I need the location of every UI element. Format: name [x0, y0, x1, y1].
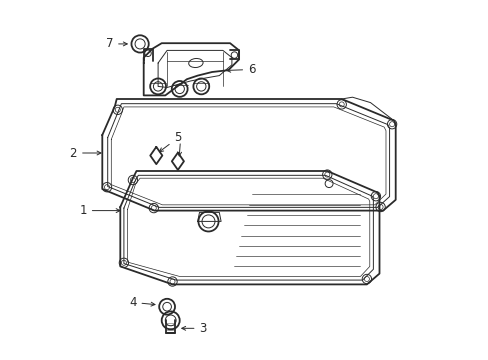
- Text: 1: 1: [79, 204, 120, 217]
- Text: 6: 6: [226, 63, 255, 76]
- Text: 7: 7: [105, 37, 127, 50]
- Text: 2: 2: [69, 147, 101, 159]
- Text: 5: 5: [159, 131, 181, 152]
- Text: 3: 3: [182, 322, 206, 335]
- Text: 4: 4: [129, 296, 155, 309]
